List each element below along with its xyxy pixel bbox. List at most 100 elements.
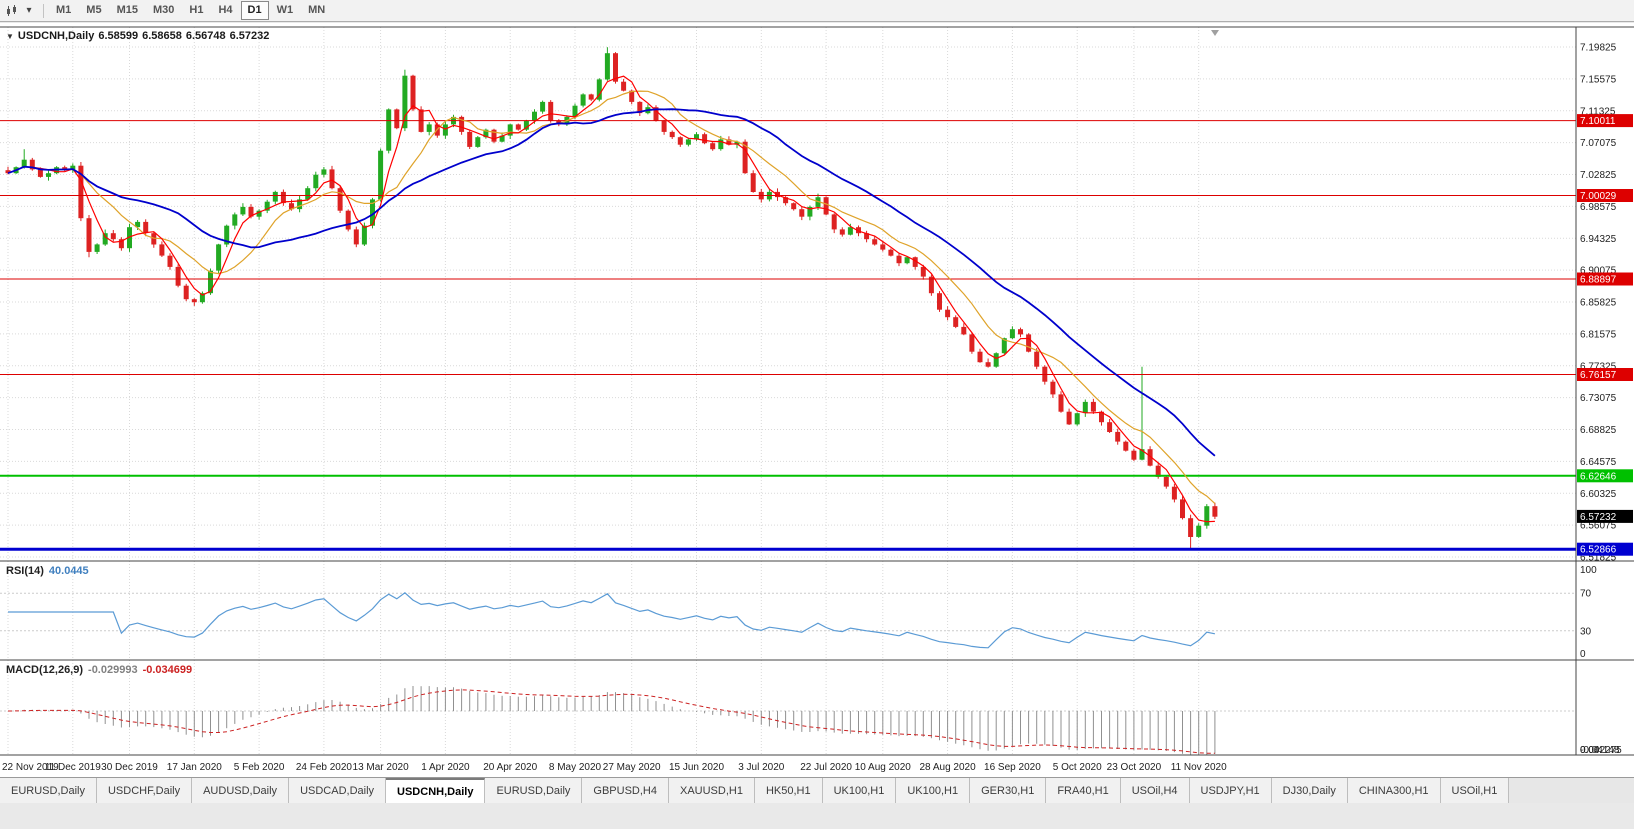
tab-5-eurusd-daily[interactable]: EURUSD,Daily bbox=[485, 778, 583, 803]
timeframe-toolbar: ▾ M1 M5 M15 M30 H1 H4 D1 W1 MN bbox=[0, 0, 1634, 22]
vertical-gridlines bbox=[7, 27, 1200, 755]
ohlc-high: 6.58658 bbox=[142, 30, 182, 42]
tab-10-uk100-h1[interactable]: UK100,H1 bbox=[896, 778, 971, 803]
svg-text:6.88897: 6.88897 bbox=[1580, 275, 1617, 286]
tab-0-eurusd-daily[interactable]: EURUSD,Daily bbox=[0, 778, 97, 803]
tab-15-dj30-daily[interactable]: DJ30,Daily bbox=[1271, 778, 1348, 803]
svg-text:0: 0 bbox=[1580, 649, 1586, 660]
svg-text:22 Nov 2019: 22 Nov 2019 bbox=[2, 762, 59, 773]
svg-text:8 May 2020: 8 May 2020 bbox=[549, 762, 602, 773]
rsi-line bbox=[8, 592, 1216, 649]
svg-text:24 Feb 2020: 24 Feb 2020 bbox=[296, 762, 353, 773]
svg-text:7.07075: 7.07075 bbox=[1580, 138, 1617, 149]
svg-text:28 Aug 2020: 28 Aug 2020 bbox=[920, 762, 977, 773]
chart-type-icon[interactable] bbox=[4, 3, 20, 19]
rsi-value: 40.0445 bbox=[48, 565, 89, 577]
tab-8-hk50-h1[interactable]: HK50,H1 bbox=[754, 778, 823, 803]
timeframe-button-d1[interactable]: D1 bbox=[240, 1, 269, 20]
svg-text:20 Apr 2020: 20 Apr 2020 bbox=[483, 762, 537, 773]
ma-fast-line bbox=[7, 75, 1215, 523]
svg-text:6.52866: 6.52866 bbox=[1580, 545, 1617, 556]
svg-text:27 May 2020: 27 May 2020 bbox=[603, 762, 661, 773]
macd-value: -0.029993 bbox=[88, 664, 138, 676]
tab-9-uk100-h1[interactable]: UK100,H1 bbox=[822, 778, 897, 803]
tab-1-usdchf-daily[interactable]: USDCHF,Daily bbox=[96, 778, 193, 803]
timeframe-bar: M1 M5 M15 M30 H1 H4 D1 W1 MN bbox=[49, 1, 333, 20]
macd-histogram bbox=[15, 686, 1216, 755]
svg-text:10 Aug 2020: 10 Aug 2020 bbox=[855, 762, 912, 773]
svg-text:30 Dec 2019: 30 Dec 2019 bbox=[101, 762, 158, 773]
chart-window: 7.19825 7.15575 7.11325 7.07075 7.02825 6.985… bbox=[0, 23, 1634, 777]
tab-6-gbpusd-h4[interactable]: GBPUSD,H4 bbox=[582, 778, 669, 803]
chart-tabs-bar: EURUSD,Daily USDCHF,Daily AUDUSD,Daily USDC… bbox=[0, 777, 1634, 803]
price-chart[interactable]: 7.19825 7.15575 7.11325 7.07075 7.02825 6.985… bbox=[0, 23, 1634, 777]
panel-separators bbox=[0, 26, 1634, 756]
ohlc-low: 6.56748 bbox=[185, 30, 226, 42]
svg-text:6.60325: 6.60325 bbox=[1580, 489, 1617, 500]
tab-3-usdcad-daily[interactable]: USDCAD,Daily bbox=[289, 778, 387, 803]
svg-text:11 Dec 2019: 11 Dec 2019 bbox=[45, 762, 101, 773]
tab-17-usoil-h1[interactable]: USOil,H1 bbox=[1440, 778, 1510, 803]
candlestick-glyph bbox=[7, 4, 16, 16]
tab-14-usdjpy-h1[interactable]: USDJPY,H1 bbox=[1189, 778, 1272, 803]
svg-text:6.76157: 6.76157 bbox=[1580, 370, 1617, 381]
svg-text:6.56075: 6.56075 bbox=[1580, 521, 1617, 532]
svg-text:6.94325: 6.94325 bbox=[1580, 234, 1617, 245]
svg-text:7.02825: 7.02825 bbox=[1580, 170, 1617, 181]
tab-4-usdcnh-daily[interactable]: USDCNH,Daily bbox=[386, 778, 486, 803]
candles bbox=[5, 47, 1218, 550]
svg-text:7.11325: 7.11325 bbox=[1580, 106, 1616, 117]
svg-text:6.81575: 6.81575 bbox=[1580, 329, 1617, 340]
timeframe-button-m1[interactable]: M1 bbox=[56, 4, 72, 16]
timeframe-button-m30[interactable]: M30 bbox=[152, 4, 175, 16]
macd-signal-line bbox=[7, 689, 1215, 754]
tab-11-ger30-h1[interactable]: GER30,H1 bbox=[970, 778, 1047, 803]
svg-text:5 Feb 2020: 5 Feb 2020 bbox=[234, 762, 285, 773]
svg-text:6.90075: 6.90075 bbox=[1580, 266, 1617, 277]
svg-text:6.64575: 6.64575 bbox=[1580, 457, 1617, 468]
timeframe-button-m5[interactable]: M5 bbox=[86, 4, 102, 16]
tab-7-xauusd-h1[interactable]: XAUUSD,H1 bbox=[668, 778, 755, 803]
timeframe-button-mn[interactable]: MN bbox=[308, 4, 326, 16]
timeframe-button-w1[interactable]: W1 bbox=[276, 4, 294, 16]
chart-title: ▼ USDCNH,Daily 6.58599 6.58658 6.56748 6.5723… bbox=[6, 30, 273, 42]
svg-text:1 Apr 2020: 1 Apr 2020 bbox=[421, 762, 470, 773]
toolbar-separator bbox=[43, 3, 44, 18]
collapse-triangle-icon[interactable]: ▼ bbox=[6, 32, 14, 41]
svg-text:-0.04148: -0.04148 bbox=[1580, 745, 1620, 756]
rsi-label: RSI(14) 40.0445 bbox=[6, 565, 94, 577]
svg-text:6.62646: 6.62646 bbox=[1580, 471, 1617, 482]
chart-shift-marker-icon[interactable] bbox=[1211, 30, 1219, 36]
level-lines[interactable] bbox=[0, 120, 1576, 551]
svg-text:11 Nov 2020: 11 Nov 2020 bbox=[1171, 762, 1227, 773]
chart-type-dropdown-icon[interactable]: ▾ bbox=[26, 5, 32, 16]
svg-text:13 Mar 2020: 13 Mar 2020 bbox=[353, 762, 410, 773]
svg-text:6.77325: 6.77325 bbox=[1580, 361, 1617, 372]
tab-13-usoil-h4[interactable]: USOil,H4 bbox=[1120, 778, 1190, 803]
horizontal-gridlines bbox=[0, 46, 1576, 558]
tab-16-china300-h1[interactable]: CHINA300,H1 bbox=[1347, 778, 1441, 803]
svg-text:7.19825: 7.19825 bbox=[1580, 43, 1617, 54]
svg-text:30: 30 bbox=[1580, 626, 1592, 637]
timeframe-button-m15[interactable]: M15 bbox=[116, 4, 138, 16]
svg-text:22 Jul 2020: 22 Jul 2020 bbox=[800, 762, 852, 773]
macd-indicator-name: MACD(12,26,9) bbox=[6, 664, 84, 676]
timeframe-button-h1[interactable]: H1 bbox=[189, 4, 204, 16]
ohlc-open: 6.58599 bbox=[98, 30, 139, 42]
timeframe-button-h4[interactable]: H4 bbox=[218, 4, 233, 16]
price-axis-labels: 7.19825 7.15575 7.11325 7.07075 7.02825 6.985… bbox=[1580, 43, 1617, 564]
tab-2-audusd-daily[interactable]: AUDUSD,Daily bbox=[192, 778, 290, 803]
svg-text:0.00: 0.00 bbox=[1580, 745, 1600, 756]
svg-text:100: 100 bbox=[1580, 565, 1597, 576]
ohlc-close: 6.57232 bbox=[229, 30, 270, 42]
tab-12-fra40-h1[interactable]: FRA40,H1 bbox=[1046, 778, 1121, 803]
svg-text:0.042275: 0.042275 bbox=[1580, 745, 1622, 756]
macd-label: MACD(12,26,9) -0.029993 -0.034699 bbox=[6, 664, 197, 676]
svg-text:7.00029: 7.00029 bbox=[1580, 191, 1617, 202]
svg-text:3 Jul 2020: 3 Jul 2020 bbox=[738, 762, 785, 773]
svg-text:6.57232: 6.57232 bbox=[1580, 512, 1617, 523]
svg-text:6.68825: 6.68825 bbox=[1580, 425, 1617, 436]
chart-symbol-period: USDCNH,Daily bbox=[17, 30, 95, 42]
rsi-level-lines bbox=[0, 592, 1576, 632]
